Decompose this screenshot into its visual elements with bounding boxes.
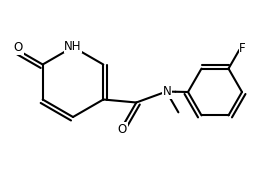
Text: O: O xyxy=(14,41,23,54)
Text: F: F xyxy=(239,42,246,55)
Text: O: O xyxy=(118,122,127,136)
Text: N: N xyxy=(163,85,172,98)
Text: NH: NH xyxy=(64,40,82,53)
